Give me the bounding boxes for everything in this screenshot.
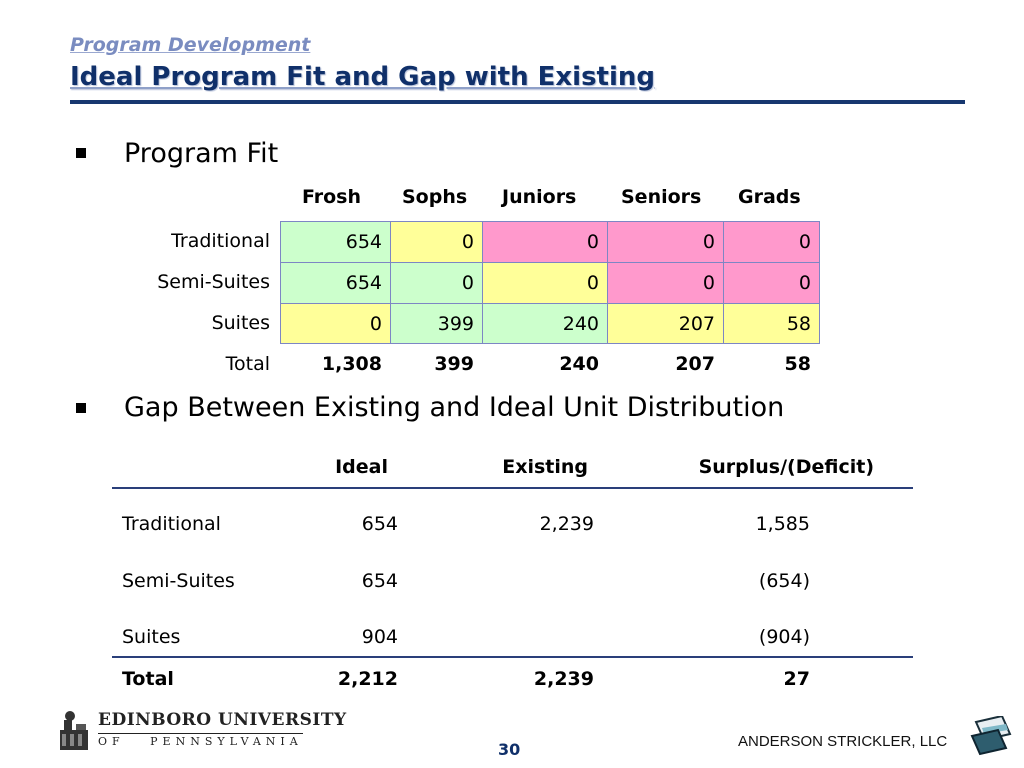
edinboro-university-logo-icon — [60, 711, 88, 750]
gap-surplus-total: 27 — [783, 668, 810, 690]
fit-cell: 0 — [482, 221, 608, 263]
bullet-icon — [76, 148, 86, 158]
page-title: Ideal Program Fit and Gap with Existing — [70, 62, 656, 92]
gap-surplus-suites: (904) — [758, 626, 810, 648]
fit-total-frosh: 1,308 — [321, 353, 382, 375]
fit-cell: 240 — [482, 303, 608, 344]
gap-existing-total: 2,239 — [533, 668, 594, 690]
university-name: EDINBORO UNIVERSITY — [98, 710, 347, 730]
fit-cell: 654 — [280, 262, 391, 304]
gap-ideal-traditional: 654 — [361, 513, 398, 535]
row-label-traditional: Traditional — [171, 230, 270, 252]
column-header-juniors: Juniors — [502, 186, 577, 208]
anderson-strickler-logo-icon — [970, 716, 1012, 756]
gap-ideal-total: 2,212 — [337, 668, 398, 690]
fit-cell: 0 — [390, 221, 483, 263]
fit-cell: 58 — [723, 303, 820, 344]
column-header-sophs: Sophs — [402, 186, 468, 208]
fit-total-seniors: 207 — [675, 353, 715, 375]
program-fit-grid: 654 0 0 0 0 654 0 0 0 0 0 399 240 207 58 — [280, 221, 820, 344]
fit-cell: 0 — [723, 262, 820, 304]
gap-ideal-suites: 904 — [361, 626, 398, 648]
university-state: OF PENNSYLVANIA — [98, 733, 303, 748]
subtitle: Program Development — [70, 34, 311, 56]
gap-header-surplus: Surplus/(Deficit) — [698, 456, 874, 478]
bullet-icon — [76, 403, 86, 413]
page-number: 30 — [498, 740, 521, 759]
column-header-grads: Grads — [738, 186, 801, 208]
row-label-total: Total — [225, 353, 270, 375]
gap-existing-traditional: 2,239 — [539, 513, 594, 535]
row-label-semi-suites: Semi-Suites — [157, 271, 270, 293]
column-header-frosh: Frosh — [302, 186, 362, 208]
gap-header-existing: Existing — [502, 456, 588, 478]
gap-row-label-suites: Suites — [122, 626, 181, 648]
fit-cell: 0 — [482, 262, 608, 304]
section-heading-program-fit: Program Fit — [124, 138, 279, 169]
title-rule — [70, 100, 965, 104]
fit-total-juniors: 240 — [559, 353, 599, 375]
gap-ideal-semi-suites: 654 — [361, 570, 398, 592]
fit-total-grads: 58 — [784, 353, 811, 375]
fit-cell: 0 — [280, 303, 391, 344]
gap-surplus-traditional: 1,585 — [755, 513, 810, 535]
fit-cell: 0 — [723, 221, 820, 263]
fit-cell: 399 — [390, 303, 483, 344]
column-header-seniors: Seniors — [621, 186, 702, 208]
gap-surplus-semi-suites: (654) — [758, 570, 810, 592]
fit-total-sophs: 399 — [434, 353, 474, 375]
fit-cell: 654 — [280, 221, 391, 263]
gap-row-label-semi-suites: Semi-Suites — [122, 570, 235, 592]
gap-header-rule — [112, 487, 913, 489]
gap-total-rule — [112, 656, 913, 658]
fit-cell: 0 — [607, 221, 724, 263]
edinboro-university-logo: EDINBORO UNIVERSITY OF PENNSYLVANIA — [58, 708, 346, 752]
gap-header-ideal: Ideal — [335, 456, 388, 478]
row-label-suites: Suites — [211, 312, 270, 334]
gap-row-label-traditional: Traditional — [122, 513, 221, 535]
fit-cell: 0 — [607, 262, 724, 304]
firm-name: ANDERSON STRICKLER, LLC — [738, 733, 948, 750]
gap-row-label-total: Total — [122, 668, 174, 690]
section-heading-gap: Gap Between Existing and Ideal Unit Dist… — [124, 392, 785, 423]
fit-cell: 0 — [390, 262, 483, 304]
fit-cell: 207 — [607, 303, 724, 344]
